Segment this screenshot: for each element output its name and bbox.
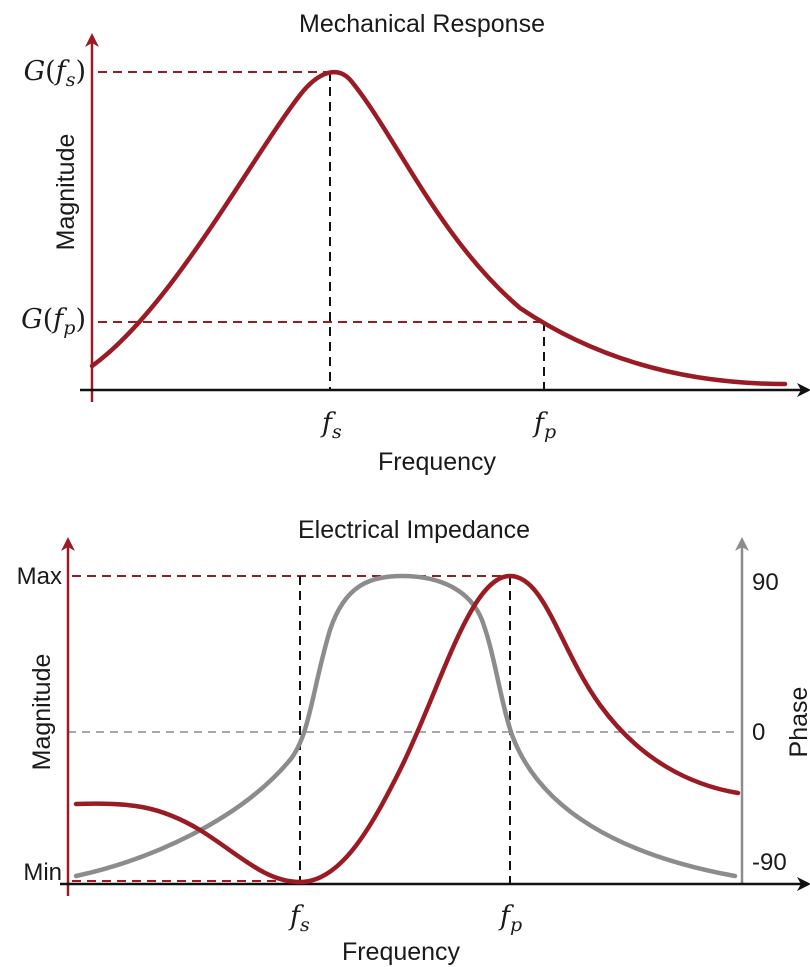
top-title: Mechanical Response bbox=[299, 10, 545, 38]
top-y-label: Magnitude bbox=[52, 134, 80, 251]
bottom-y2tick-90: 90 bbox=[752, 569, 779, 596]
bottom-y2tick-minus90: -90 bbox=[752, 849, 787, 876]
bottom-title: Electrical Impedance bbox=[298, 516, 530, 544]
bottom-y-label-left: Magnitude bbox=[28, 654, 56, 771]
bottom-xtick-fs: fs bbox=[288, 901, 310, 936]
phase-curve bbox=[73, 573, 738, 879]
top-ytick-anti: G(fp) bbox=[21, 304, 86, 339]
bottom-y2tick-0: 0 bbox=[752, 719, 765, 746]
impedance-magnitude-curve bbox=[73, 573, 741, 885]
electrical-impedance-plot: Electrical Impedance Max Min 90 0 -90 Ma… bbox=[17, 516, 810, 966]
bottom-x-label: Frequency bbox=[342, 938, 461, 966]
bottom-ytick-max: Max bbox=[17, 563, 62, 590]
mechanical-response-plot: Mechanical Response G(fs) G(fp) Magnitud… bbox=[21, 10, 810, 476]
top-x-label: Frequency bbox=[378, 448, 497, 476]
bottom-xtick-fp: fp bbox=[498, 901, 522, 936]
bottom-ytick-min: Min bbox=[23, 859, 62, 886]
top-magnitude-curve bbox=[89, 70, 788, 387]
top-xtick-fp: fp bbox=[532, 408, 556, 443]
bottom-y-label-right: Phase bbox=[785, 687, 810, 758]
top-ytick-peak: G(fs) bbox=[24, 56, 86, 91]
top-xtick-fs: fs bbox=[320, 408, 342, 443]
